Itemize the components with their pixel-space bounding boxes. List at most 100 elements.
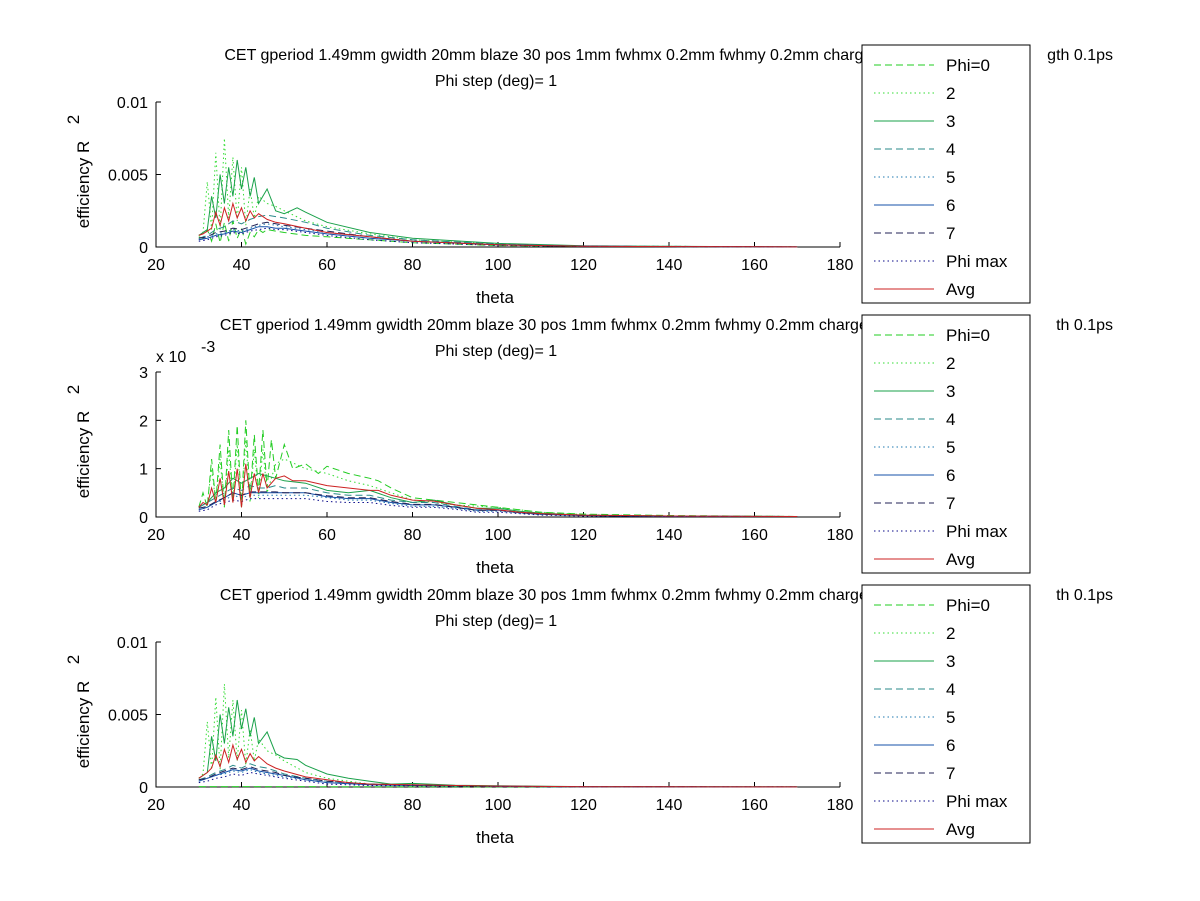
legend-entry: 4 — [946, 410, 955, 429]
x-axis-label: theta — [476, 288, 514, 307]
legend-box — [861, 314, 1031, 574]
x-tick-label: 80 — [404, 797, 422, 814]
x-tick-label: 140 — [656, 257, 683, 274]
legend-entry: 6 — [946, 736, 955, 755]
x-tick-label: 20 — [147, 797, 165, 814]
chart-subtitle: Phi step (deg)= 1 — [435, 73, 557, 90]
axes-frame — [155, 102, 840, 248]
x-tick-label: 80 — [404, 527, 422, 544]
subplot-2: CET gperiod 1.49mm gwidth 20mm blaze 30 … — [64, 314, 1113, 577]
legend-entry: Avg — [946, 820, 975, 839]
legend-entry: Avg — [946, 550, 975, 569]
x-tick-label: 160 — [741, 257, 768, 274]
x-tick-label: 120 — [570, 797, 597, 814]
y-axis-label: efficiency R — [74, 411, 93, 499]
x-tick-label: 60 — [318, 797, 336, 814]
series-line-4 — [198, 485, 798, 517]
x-tick-label: 100 — [485, 527, 512, 544]
legend-entry: 2 — [946, 354, 955, 373]
x-tick-label: 120 — [570, 257, 597, 274]
series-line-avg — [198, 463, 798, 517]
x-tick-label: 140 — [656, 797, 683, 814]
legend-entry: 5 — [946, 438, 955, 457]
y-axis-label: efficiency R — [74, 681, 93, 769]
series-line-2 — [198, 138, 798, 248]
y-axis-label-group: efficiency R 2 — [64, 655, 93, 769]
legend: Phi=0 2 3 4 5 6 7 Phi max Avg — [861, 584, 1031, 844]
x-tick-label: 20 — [147, 527, 165, 544]
y-axis-label-group: efficiency R 2 — [64, 385, 93, 499]
x-tick-label: 140 — [656, 527, 683, 544]
chart-title: CET gperiod 1.49mm gwidth 20mm blaze 30 … — [220, 317, 890, 334]
y-tick-label: 0.005 — [108, 708, 148, 725]
legend-entry: 6 — [946, 196, 955, 215]
x-tick-label: 160 — [741, 797, 768, 814]
chart-subtitle: Phi step (deg)= 1 — [435, 613, 557, 630]
legend-entry: 6 — [946, 466, 955, 485]
series-line-phi-max — [198, 498, 798, 517]
y-tick-label: 0.005 — [108, 168, 148, 185]
y-tick-label: 0 — [139, 510, 148, 527]
chart-title: CET gperiod 1.49mm gwidth 20mm blaze 30 … — [220, 587, 890, 604]
series-line-2 — [198, 683, 798, 788]
legend-entry: 2 — [946, 624, 955, 643]
series-line-3 — [198, 472, 798, 517]
y-tick-label: 0 — [139, 240, 148, 257]
x-axis-label: theta — [476, 828, 514, 847]
series-line-4 — [198, 763, 798, 788]
legend-entry: 4 — [946, 140, 955, 159]
legend-entry: Phi max — [946, 792, 1008, 811]
y-tick-label: 3 — [139, 365, 148, 382]
series-line-4 — [198, 214, 798, 248]
legend: Phi=0 2 3 4 5 6 7 Phi max Avg — [861, 314, 1031, 574]
legend-entry: Phi max — [946, 522, 1008, 541]
chart-title-tail: th 0.1ps — [1056, 317, 1113, 334]
series-line-phi-max — [198, 227, 798, 248]
legend-entry: 4 — [946, 680, 955, 699]
x-tick-label: 40 — [233, 527, 251, 544]
y-exponent-sup: -3 — [201, 339, 215, 356]
axes-frame — [155, 642, 840, 788]
y-tick-label: 2 — [139, 413, 148, 430]
chart-title: CET gperiod 1.49mm gwidth 20mm blaze 30 … — [224, 47, 885, 64]
series-line-phi0 — [198, 420, 798, 517]
x-tick-label: 40 — [233, 797, 251, 814]
y-axis-label: efficiency R — [74, 141, 93, 229]
x-tick-label: 160 — [741, 527, 768, 544]
legend-entry: Phi=0 — [946, 56, 990, 75]
y-tick-label: 1 — [139, 462, 148, 479]
series-line-avg — [198, 201, 798, 248]
y-axis-label-sup: 2 — [64, 655, 83, 664]
y-tick-label: 0 — [139, 780, 148, 797]
chart-subtitle: Phi step (deg)= 1 — [435, 343, 557, 360]
x-tick-label: 120 — [570, 527, 597, 544]
x-tick-label: 100 — [485, 797, 512, 814]
legend-box — [861, 44, 1031, 304]
legend-entry: 5 — [946, 168, 955, 187]
legend-entry: 5 — [946, 708, 955, 727]
series-line-3 — [198, 159, 798, 248]
legend-entry: Phi=0 — [946, 326, 990, 345]
y-axis-label-group: efficiency R 2 — [64, 115, 93, 229]
x-tick-label: 60 — [318, 527, 336, 544]
chart-title-tail: gth 0.1ps — [1047, 47, 1113, 64]
x-axis-label: theta — [476, 558, 514, 577]
legend-entry: 3 — [946, 382, 955, 401]
x-tick-label: 180 — [827, 797, 854, 814]
legend-entry: 3 — [946, 652, 955, 671]
x-tick-label: 180 — [827, 527, 854, 544]
legend-entry: Avg — [946, 280, 975, 299]
subplot-1: CET gperiod 1.49mm gwidth 20mm blaze 30 … — [64, 44, 1113, 307]
y-tick-label: 0.01 — [117, 95, 148, 112]
legend-entry: 3 — [946, 112, 955, 131]
legend-entry: 7 — [946, 494, 955, 513]
legend-entry: 2 — [946, 84, 955, 103]
chart-title-tail: th 0.1ps — [1056, 587, 1113, 604]
x-tick-label: 60 — [318, 257, 336, 274]
legend-box — [861, 584, 1031, 844]
legend-entry: Phi=0 — [946, 596, 990, 615]
y-axis-label-sup: 2 — [64, 115, 83, 124]
legend-entry: 7 — [946, 224, 955, 243]
y-axis-label-sup: 2 — [64, 385, 83, 394]
